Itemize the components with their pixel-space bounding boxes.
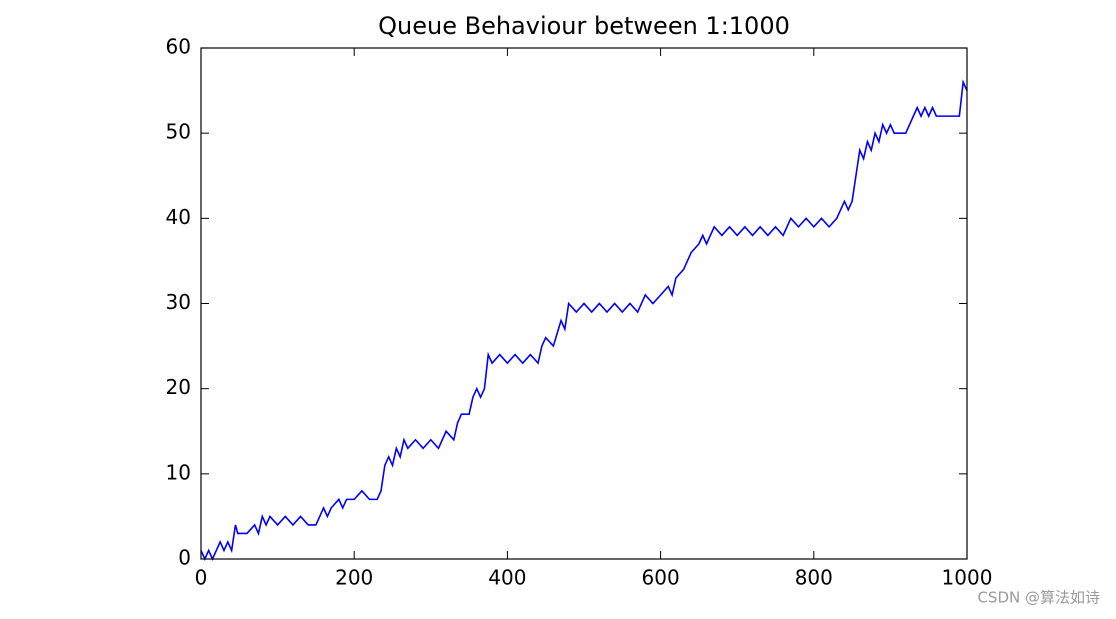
x-tick-label: 800 (795, 566, 833, 590)
plot-frame (200, 47, 968, 560)
y-tick-label: 10 (166, 460, 191, 484)
y-tick-label: 20 (166, 375, 191, 399)
x-tick-label: 200 (335, 566, 373, 590)
x-tick-label: 400 (488, 566, 526, 590)
y-tick-label: 60 (166, 35, 191, 59)
data-line (200, 79, 968, 561)
y-tick-label: 50 (166, 120, 191, 144)
x-tick-label: 600 (642, 566, 680, 590)
y-tick-label: 40 (166, 205, 191, 229)
x-tick-label: 1000 (942, 566, 993, 590)
y-tick-label: 30 (166, 290, 191, 314)
x-tick-label: 0 (195, 566, 208, 590)
chart-title: Queue Behaviour between 1:1000 (378, 12, 790, 40)
watermark: CSDN @算法如诗 (977, 589, 1100, 607)
y-tick-label: 0 (178, 546, 191, 570)
